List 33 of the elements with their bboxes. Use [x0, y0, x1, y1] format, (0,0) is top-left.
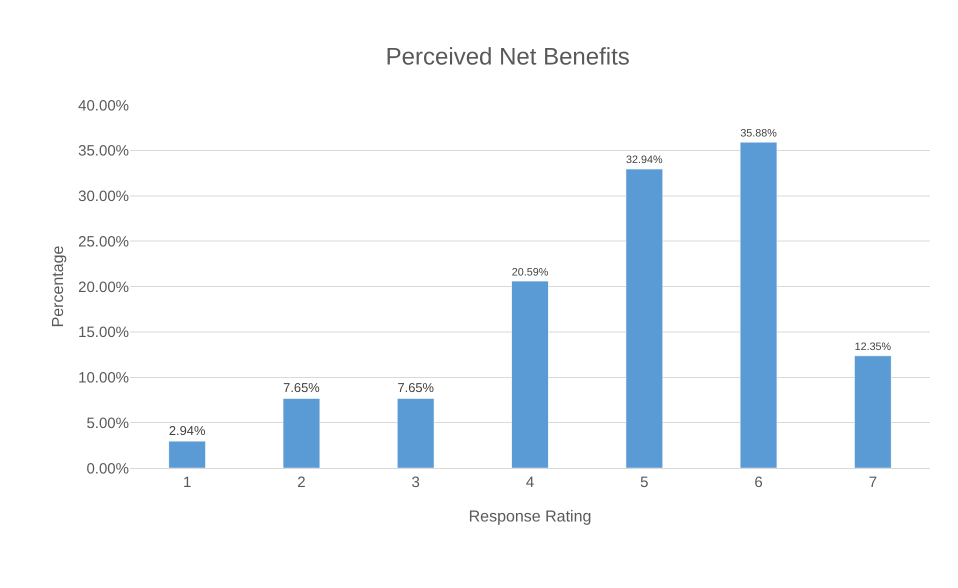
x-tick-label: 7 — [868, 474, 878, 491]
x-tick-label: 6 — [754, 474, 763, 491]
y-tick-label: 25.00% — [78, 233, 129, 250]
data-label: 12.35% — [854, 341, 892, 354]
bar — [626, 168, 663, 468]
bar — [168, 441, 206, 468]
y-tick-label: 35.00% — [78, 142, 129, 160]
x-tick-label: 5 — [640, 474, 648, 491]
bar — [282, 398, 320, 468]
bar — [511, 280, 549, 468]
data-label: 7.65% — [283, 380, 320, 396]
bar — [397, 398, 434, 468]
y-tick-label: 40.00% — [78, 97, 129, 114]
y-tick-label: 15.00% — [78, 324, 129, 342]
y-axis-title: Percentage — [50, 245, 68, 328]
x-tick-label: 2 — [297, 474, 306, 491]
bar — [854, 356, 892, 468]
x-axis-title: Response Rating — [468, 508, 592, 526]
x-tick-label: 4 — [526, 474, 534, 491]
y-tick-label: 0.00% — [86, 460, 129, 478]
data-label: 20.59% — [512, 266, 549, 278]
bar — [740, 142, 778, 468]
data-label: 35.88% — [740, 128, 778, 140]
chart-title: Perceived Net Benefits — [386, 43, 630, 70]
y-tick-label: 10.00% — [78, 370, 129, 386]
y-tick-label: 20.00% — [78, 278, 129, 296]
y-tick-label: 5.00% — [86, 414, 129, 432]
data-label: 7.65% — [397, 380, 434, 396]
x-tick-label: 1 — [182, 474, 192, 491]
data-label: 2.94% — [168, 422, 206, 438]
y-tick-label: 30.00% — [78, 188, 129, 205]
data-label: 32.94% — [626, 154, 663, 166]
x-tick-label: 3 — [412, 474, 420, 491]
